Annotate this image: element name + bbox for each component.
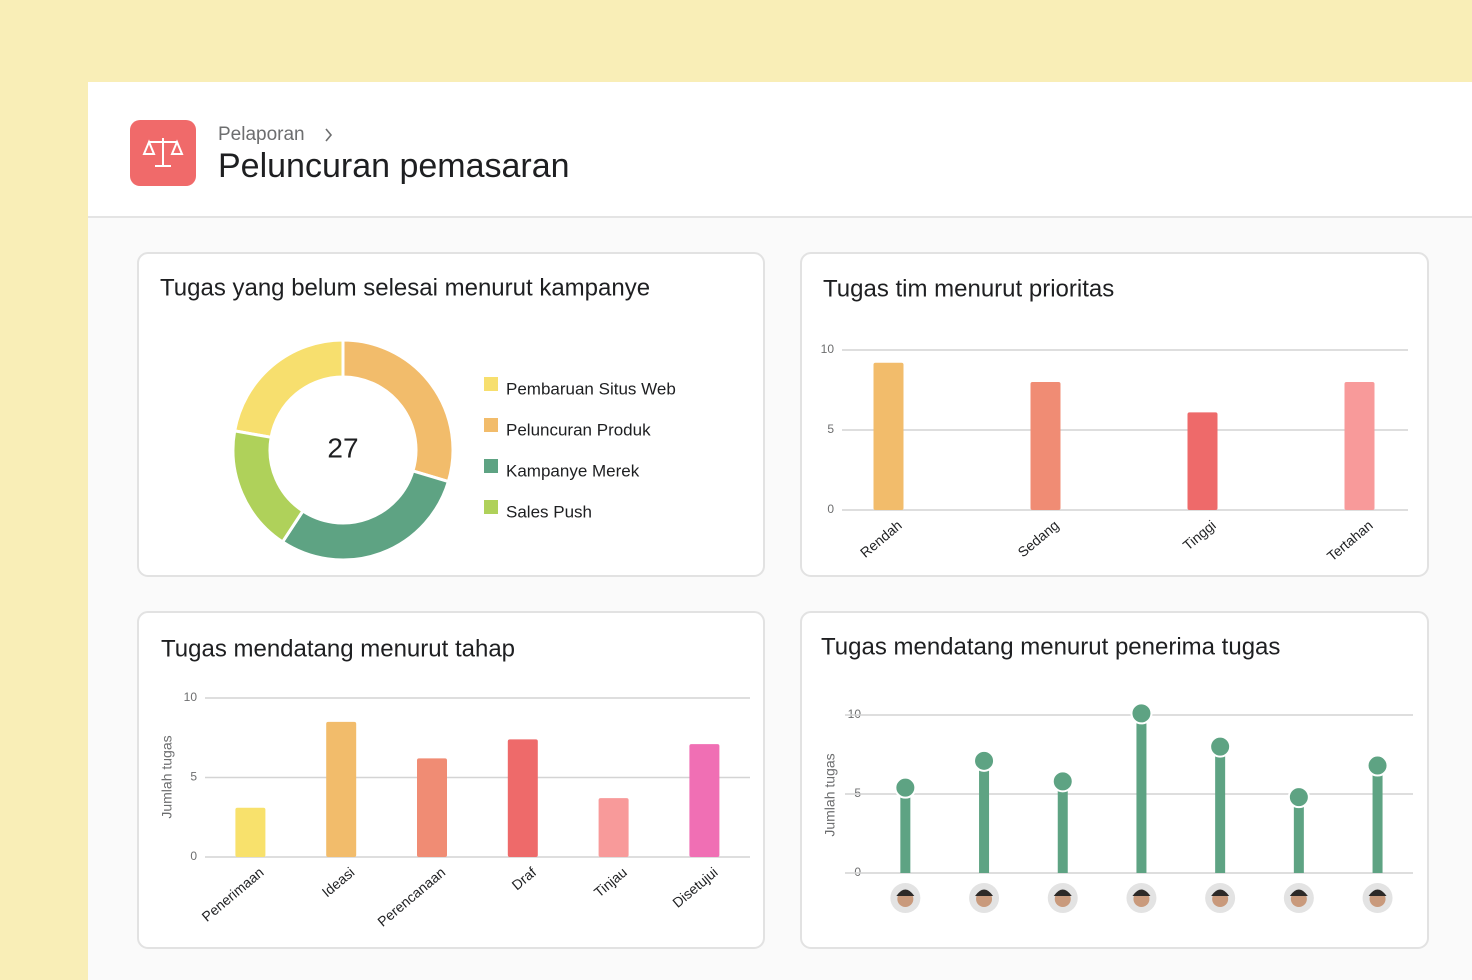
page-title: Peluncuran pemasaran [218, 147, 570, 185]
avatar-hair [1211, 889, 1230, 896]
bar [1030, 382, 1061, 510]
lollipop-head [973, 749, 996, 772]
y-tick-label: 5 [827, 422, 834, 436]
card [137, 252, 765, 577]
avatar-hair [896, 889, 915, 896]
bar [417, 758, 447, 857]
lollipop-head [894, 776, 917, 799]
avatar-hair [1289, 889, 1308, 896]
y-tick-label: 10 [184, 690, 198, 704]
bar [235, 807, 266, 857]
y-axis-label: Jumlah tugas [159, 735, 175, 818]
bar [326, 721, 357, 857]
lollipop-stem [1215, 746, 1226, 873]
bar [1344, 382, 1375, 510]
avatar-hair [975, 889, 994, 896]
bar [598, 798, 629, 857]
lollipop-head [1287, 786, 1310, 809]
lollipop-head [1051, 770, 1074, 793]
lollipop-stem [1057, 781, 1068, 873]
y-tick-label: 10 [848, 707, 862, 721]
card-title: Tugas mendatang menurut penerima tugas [821, 633, 1280, 660]
y-tick-label: 0 [854, 865, 861, 879]
avatar-hair [1053, 889, 1072, 896]
legend-label: Pembaruan Situs Web [506, 379, 676, 398]
donut-total: 27 [327, 432, 358, 463]
avatar-hair [1368, 889, 1387, 896]
lollipop-head [1366, 754, 1389, 777]
scales-glyph [142, 138, 184, 167]
lollipop-stem [979, 760, 990, 873]
legend-swatch [484, 418, 498, 432]
card [800, 252, 1429, 577]
legend-swatch [484, 377, 498, 391]
legend-label: Kampanye Merek [506, 461, 640, 480]
y-axis-label: Jumlah tugas [822, 753, 838, 836]
legend-label: Peluncuran Produk [506, 420, 651, 439]
card [137, 611, 765, 949]
legend-label: Sales Push [506, 502, 592, 521]
lollipop-head [1209, 735, 1232, 758]
y-tick-label: 5 [854, 786, 861, 800]
y-tick-label: 10 [821, 342, 835, 356]
lollipop-stem [1136, 713, 1147, 873]
lollipop-stem [1372, 765, 1383, 873]
card-title: Tugas tim menurut prioritas [823, 275, 1114, 302]
legend-swatch [484, 500, 498, 514]
card [800, 611, 1429, 949]
bar [873, 362, 904, 510]
breadcrumb-chevron [325, 128, 333, 142]
legend-swatch [484, 459, 498, 473]
y-tick-label: 0 [190, 849, 197, 863]
header-bar [88, 82, 1472, 217]
donut-segment [231, 429, 305, 544]
bar [1187, 412, 1218, 510]
bar [689, 744, 720, 857]
lollipop-stem [900, 787, 911, 873]
bar [507, 739, 538, 857]
avatar-hair [1132, 889, 1151, 896]
y-tick-label: 5 [190, 770, 197, 784]
y-tick-label: 0 [827, 502, 834, 516]
card-title: Tugas yang belum selesai menurut kampany… [160, 274, 650, 301]
breadcrumb[interactable]: Pelaporan [218, 124, 305, 145]
card-title: Tugas mendatang menurut tahap [161, 635, 515, 662]
lollipop-stem [1293, 797, 1304, 873]
lollipop-head [1130, 702, 1153, 725]
